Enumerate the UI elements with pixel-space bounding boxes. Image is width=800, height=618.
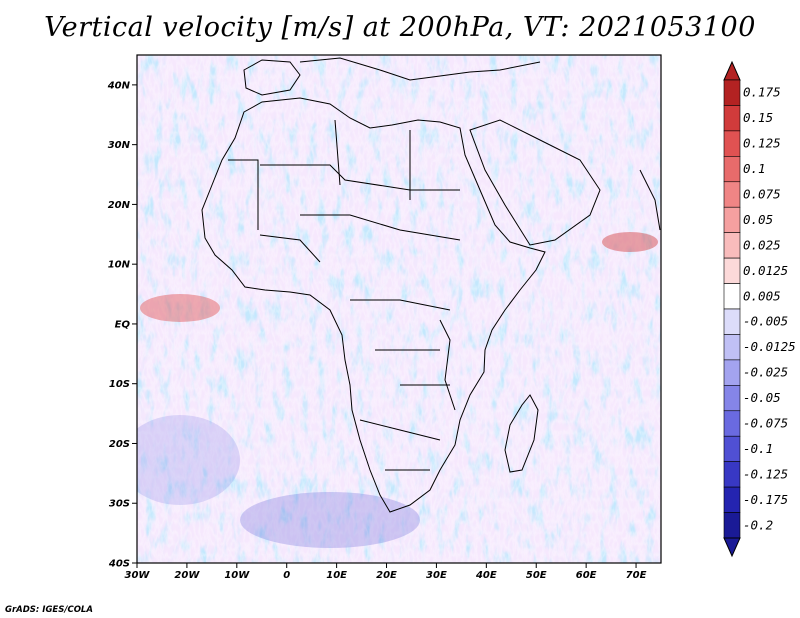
colorbar-label: 0.175 — [743, 85, 781, 100]
colorbar-label: 0.05 — [743, 212, 773, 227]
colorbar-swatch — [724, 105, 740, 130]
lat-tick-label: EQ — [115, 319, 131, 330]
colorbar-label: -0.05 — [743, 390, 781, 405]
lon-tick-label: 70E — [626, 570, 647, 581]
colorbar-swatch — [724, 360, 740, 385]
colorbar-swatch — [724, 131, 740, 156]
colorbar-label: 0.0125 — [743, 263, 788, 278]
lon-tick-label: 50E — [526, 570, 547, 581]
colorbar-swatch — [724, 334, 740, 359]
map-figure: 40N 30N 20N 10N EQ 10S 20S 30S 40S 30W 20W 10W 0 10E… — [0, 0, 800, 618]
lon-tick-label: 60E — [576, 570, 597, 581]
lon-tick-label: 0 — [283, 570, 290, 581]
lon-tick-label: 10W — [224, 570, 250, 581]
lon-tick-label: 40E — [475, 570, 497, 581]
colorbar-label: 0.005 — [743, 288, 781, 303]
colorbar-swatch — [724, 207, 740, 232]
colorbar-label: -0.175 — [743, 492, 788, 507]
lat-tick-label: 20N — [108, 200, 131, 211]
colorbar-label: -0.005 — [743, 314, 788, 329]
colorbar: 0.175 0.15 0.125 0.1 0.075 0.05 0.025 0.0125 0.0… — [724, 62, 796, 556]
lon-tick-label: 20E — [376, 570, 397, 581]
colorbar-label: -0.075 — [743, 416, 788, 431]
colorbar-swatch — [724, 233, 740, 258]
colorbar-swatch — [724, 156, 740, 181]
colorbar-swatch — [724, 462, 740, 487]
lon-tick-label: 10E — [326, 570, 347, 581]
colorbar-swatch — [724, 80, 740, 105]
lon-tick-label: 30E — [426, 570, 447, 581]
lat-tick-label: 20S — [109, 439, 130, 450]
colorbar-label: -0.025 — [743, 365, 788, 380]
colorbar-label: -0.2 — [743, 517, 773, 532]
colorbar-label: -0.0125 — [743, 339, 796, 354]
vertical-velocity-field — [120, 55, 661, 563]
colorbar-label: -0.125 — [743, 466, 788, 481]
lat-tick-label: 30N — [108, 140, 131, 151]
colorbar-swatch — [724, 487, 740, 512]
lat-tick-label: 30S — [109, 499, 130, 510]
colorbar-swatch — [724, 436, 740, 461]
lat-tick-label: 40S — [108, 559, 130, 570]
lon-tick-label: 20W — [174, 570, 200, 581]
colorbar-label: 0.15 — [743, 110, 773, 125]
colorbar-swatch — [724, 284, 740, 309]
colorbar-swatch — [724, 411, 740, 436]
colorbar-label: 0.1 — [743, 161, 766, 176]
lat-tick-label: 10N — [108, 260, 131, 271]
colorbar-swatch — [724, 309, 740, 334]
lat-tick-label: 10S — [109, 379, 130, 390]
colorbar-label: -0.1 — [743, 441, 773, 456]
colorbar-label: 0.075 — [743, 187, 781, 202]
colorbar-min-arrow — [724, 538, 740, 556]
lat-tick-label: 40N — [107, 80, 131, 91]
grads-credit: GrADS: IGES/COLA — [5, 605, 93, 615]
longitude-axis: 30W 20W 10W 0 10E 20E 30E 40E 50E 60E 70E — [125, 563, 647, 581]
colorbar-label: 0.025 — [743, 237, 781, 252]
colorbar-swatch — [724, 513, 740, 538]
colorbar-max-arrow — [724, 62, 740, 80]
colorbar-label: 0.125 — [743, 136, 781, 151]
lon-tick-label: 30W — [125, 570, 151, 581]
latitude-axis: 40N 30N 20N 10N EQ 10S 20S 30S 40S — [107, 80, 137, 569]
colorbar-swatch — [724, 385, 740, 410]
colorbar-swatch — [724, 182, 740, 207]
colorbar-swatch — [724, 258, 740, 283]
